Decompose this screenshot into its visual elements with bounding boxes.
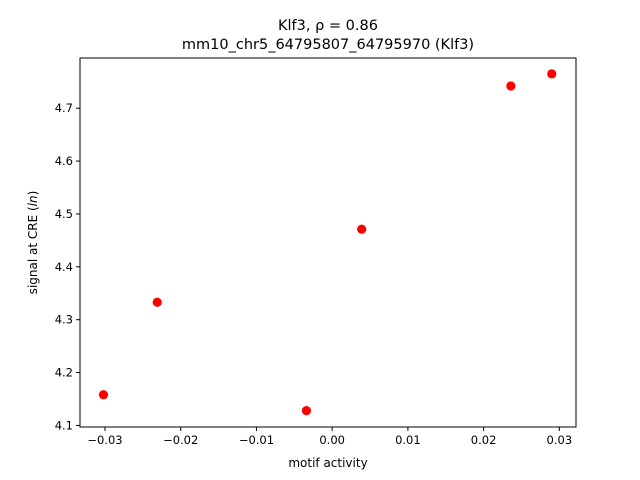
- data-point: [547, 69, 557, 79]
- x-tick-label: 0.00: [319, 433, 345, 447]
- y-axis-label-unit: ln: [26, 195, 40, 206]
- chart-title-line2: mm10_chr5_64795807_64795970 (Klf3): [182, 37, 474, 53]
- y-tick-label: 4.1: [55, 418, 73, 432]
- x-axis-label: motif activity: [288, 456, 367, 470]
- y-tick-label: 4.6: [55, 154, 73, 168]
- plot-area: [98, 69, 557, 416]
- x-tick-label: −0.03: [87, 433, 122, 447]
- data-point: [152, 297, 162, 307]
- y-tick-label: 4.2: [55, 366, 73, 380]
- axes-frame: [79, 57, 577, 428]
- y-axis-label-suffix: ): [26, 191, 40, 196]
- y-tick-label: 4.4: [55, 260, 73, 274]
- x-tick-label: 0.02: [471, 433, 497, 447]
- y-axis-label: signal at CRE (ln): [26, 191, 40, 295]
- x-tick-label: −0.01: [239, 433, 274, 447]
- y-tick-label: 4.5: [55, 207, 73, 221]
- data-point: [301, 406, 312, 416]
- data-point: [357, 224, 367, 234]
- chart-title-line1: Klf3, ρ = 0.86: [278, 18, 378, 34]
- y-tick-label: 4.3: [55, 313, 73, 327]
- data-point: [98, 390, 109, 400]
- y-axis-label-prefix: signal at CRE (: [26, 206, 40, 294]
- y-tick-label: 4.7: [55, 101, 73, 115]
- x-axis: −0.03 −0.02 −0.01 0.00 0.01 0.02 0.03: [87, 427, 572, 447]
- y-axis: 4.1 4.2 4.3 4.4 4.5 4.6 4.7: [55, 101, 80, 432]
- x-tick-label: 0.03: [547, 433, 573, 447]
- data-point: [506, 81, 516, 91]
- x-tick-label: 0.01: [395, 433, 421, 447]
- x-tick-label: −0.02: [163, 433, 198, 447]
